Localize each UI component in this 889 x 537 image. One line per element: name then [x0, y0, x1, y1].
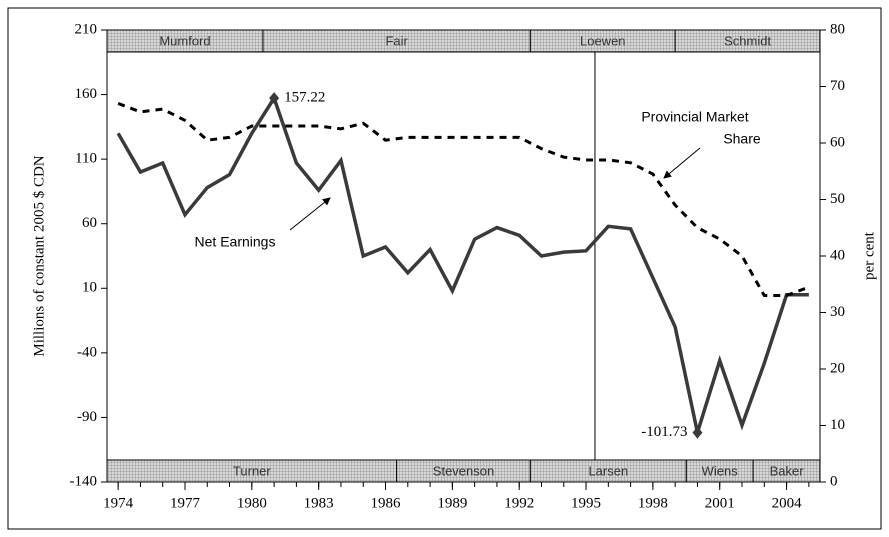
plot-area	[106, 29, 821, 483]
point-marker	[692, 426, 703, 439]
x-tick-label: 1977	[170, 495, 201, 511]
band-label: Wiens	[702, 463, 739, 478]
frame	[7, 7, 882, 530]
annotation-arrow	[289, 197, 331, 231]
band-label: Mumford	[159, 33, 210, 48]
y2-tick-label: 0	[830, 473, 838, 489]
y-tick-label: 210	[75, 21, 98, 37]
annotation: Net Earnings	[195, 234, 276, 250]
x-tick-label: 1989	[437, 495, 467, 511]
y-tick-label: -40	[77, 344, 97, 360]
y-tick-label: 60	[82, 215, 97, 231]
y-tick-label: 110	[75, 151, 97, 167]
band	[674, 29, 821, 53]
y-tick-label: 10	[82, 280, 97, 296]
band-label: Stevenson	[433, 463, 494, 478]
x-tick-label: 2001	[705, 495, 735, 511]
y2-tick-label: 50	[830, 191, 845, 207]
x-tick-label: 1980	[237, 495, 267, 511]
band-label: Fair	[385, 33, 408, 48]
y2-tick-label: 70	[830, 78, 845, 94]
x-tick-label: 1983	[304, 495, 334, 511]
series-line	[117, 102, 810, 298]
y2-tick-label: 20	[830, 360, 845, 376]
y-tick-label: 160	[75, 86, 98, 102]
x-tick-label: 1992	[504, 495, 534, 511]
data-label: 157.22	[284, 90, 325, 106]
band	[752, 459, 821, 483]
y2-tick-label: 80	[830, 21, 845, 37]
band-label: Larsen	[588, 463, 628, 478]
x-tick-label: 1998	[638, 495, 668, 511]
x-tick-label: 1986	[371, 495, 402, 511]
band-label: Schmidt	[724, 33, 771, 48]
x-tick-label: 1995	[571, 495, 601, 511]
band-label: Turner	[233, 463, 271, 478]
annotation: Share	[723, 131, 761, 147]
point-marker	[269, 92, 280, 105]
y-tick-label: -90	[77, 409, 97, 425]
y-axis-label: Millions of constant 2005 $ CDN	[31, 155, 47, 356]
y2-axis-label: per cent	[861, 231, 877, 280]
band-label: Baker	[770, 463, 805, 478]
y2-tick-label: 10	[830, 417, 845, 433]
y2-tick-label: 30	[830, 304, 845, 320]
y2-tick-label: 40	[830, 247, 845, 263]
x-tick-label: 2004	[772, 495, 803, 511]
annotation: Provincial Market	[641, 109, 748, 125]
annotation-arrow	[663, 147, 701, 179]
data-label: -101.73	[641, 424, 687, 440]
y-tick-label: -140	[70, 473, 98, 489]
x-tick-label: 1974	[103, 495, 134, 511]
series-line	[116, 94, 809, 440]
band-label: Loewen	[580, 33, 626, 48]
y2-tick-label: 60	[830, 134, 845, 150]
